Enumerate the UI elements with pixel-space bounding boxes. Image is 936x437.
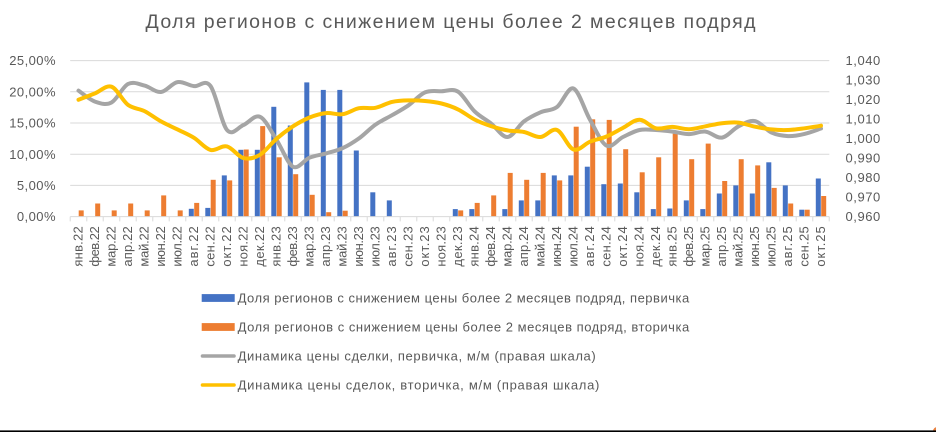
svg-text:мар.23: мар.23 <box>302 226 317 266</box>
svg-text:янв.25: янв.25 <box>665 226 680 266</box>
svg-text:авг.24: авг.24 <box>582 226 597 266</box>
svg-text:июн.24: июн.24 <box>549 226 564 266</box>
svg-text:ноя.23: ноя.23 <box>434 226 449 266</box>
svg-text:25,00%: 25,00% <box>9 53 56 68</box>
svg-text:июн.25: июн.25 <box>747 226 762 266</box>
svg-text:1,000: 1,000 <box>846 131 881 146</box>
svg-text:май.22: май.22 <box>137 226 152 266</box>
svg-text:фев.22: фев.22 <box>87 226 102 266</box>
svg-text:мар.22: мар.22 <box>104 226 119 266</box>
svg-text:дек.22: дек.22 <box>252 226 267 266</box>
svg-text:окт.23: окт.23 <box>417 226 432 266</box>
svg-text:май.25: май.25 <box>731 226 746 266</box>
svg-text:1,040: 1,040 <box>846 53 881 68</box>
svg-text:июл.25: июл.25 <box>764 226 779 266</box>
svg-text:фев.25: фев.25 <box>681 226 696 266</box>
svg-text:ноя.24: ноя.24 <box>632 226 647 266</box>
svg-text:окт.24: окт.24 <box>615 226 630 266</box>
svg-text:окт.22: окт.22 <box>219 226 234 266</box>
svg-text:дек.24: дек.24 <box>648 226 663 266</box>
svg-text:Динамика цены сделок, вторичка: Динамика цены сделок, вторичка, м/м (пра… <box>238 378 600 393</box>
svg-text:сен.22: сен.22 <box>203 226 218 266</box>
svg-text:сен.24: сен.24 <box>599 226 614 266</box>
svg-text:янв.22: янв.22 <box>71 226 86 266</box>
svg-text:дек.23: дек.23 <box>450 226 465 266</box>
svg-text:0,960: 0,960 <box>846 209 881 224</box>
svg-text:авг.25: авг.25 <box>780 226 795 266</box>
svg-text:мар.24: мар.24 <box>500 226 515 266</box>
svg-text:апр.24: апр.24 <box>516 226 531 266</box>
svg-text:окт.25: окт.25 <box>813 226 828 266</box>
svg-text:янв.24: янв.24 <box>467 226 482 266</box>
svg-text:0,970: 0,970 <box>846 190 881 205</box>
svg-text:апр.25: апр.25 <box>714 226 729 266</box>
svg-text:0,990: 0,990 <box>846 151 881 166</box>
svg-text:1,030: 1,030 <box>846 73 881 88</box>
svg-text:1,010: 1,010 <box>846 112 881 127</box>
svg-text:ноя.22: ноя.22 <box>236 226 251 266</box>
svg-text:авг.23: авг.23 <box>384 226 399 266</box>
svg-text:Доля регионов с снижением цены: Доля регионов с снижением цены более 2 м… <box>146 11 757 33</box>
svg-text:авг.22: авг.22 <box>186 226 201 266</box>
svg-text:янв.23: янв.23 <box>269 226 284 266</box>
svg-text:сен.25: сен.25 <box>797 226 812 266</box>
svg-text:фев.23: фев.23 <box>285 226 300 266</box>
svg-text:июл.24: июл.24 <box>566 226 581 266</box>
svg-text:апр.22: апр.22 <box>120 226 135 266</box>
svg-text:1,020: 1,020 <box>846 92 881 107</box>
svg-text:июл.23: июл.23 <box>368 226 383 266</box>
svg-text:0,00%: 0,00% <box>17 209 56 224</box>
svg-text:май.24: май.24 <box>533 226 548 266</box>
svg-text:20,00%: 20,00% <box>9 84 56 99</box>
svg-text:Доля регионов с снижением цены: Доля регионов с снижением цены более 2 м… <box>238 320 690 335</box>
svg-text:апр.23: апр.23 <box>318 226 333 266</box>
svg-text:мар.25: мар.25 <box>698 226 713 266</box>
svg-text:июн.23: июн.23 <box>351 226 366 266</box>
svg-text:июл.22: июл.22 <box>170 226 185 266</box>
svg-text:Доля регионов с снижением цены: Доля регионов с снижением цены более 2 м… <box>238 291 690 306</box>
svg-text:фев.24: фев.24 <box>483 226 498 266</box>
svg-text:15,00%: 15,00% <box>9 116 56 131</box>
svg-text:сен.23: сен.23 <box>401 226 416 266</box>
svg-text:5,00%: 5,00% <box>17 178 56 193</box>
svg-text:май.23: май.23 <box>335 226 350 266</box>
svg-text:Динамика цены сделки, первичка: Динамика цены сделки, первичка, м/м (пра… <box>238 349 596 364</box>
svg-text:10,00%: 10,00% <box>9 147 56 162</box>
svg-text:июн.22: июн.22 <box>153 226 168 266</box>
svg-text:0,980: 0,980 <box>846 170 881 185</box>
